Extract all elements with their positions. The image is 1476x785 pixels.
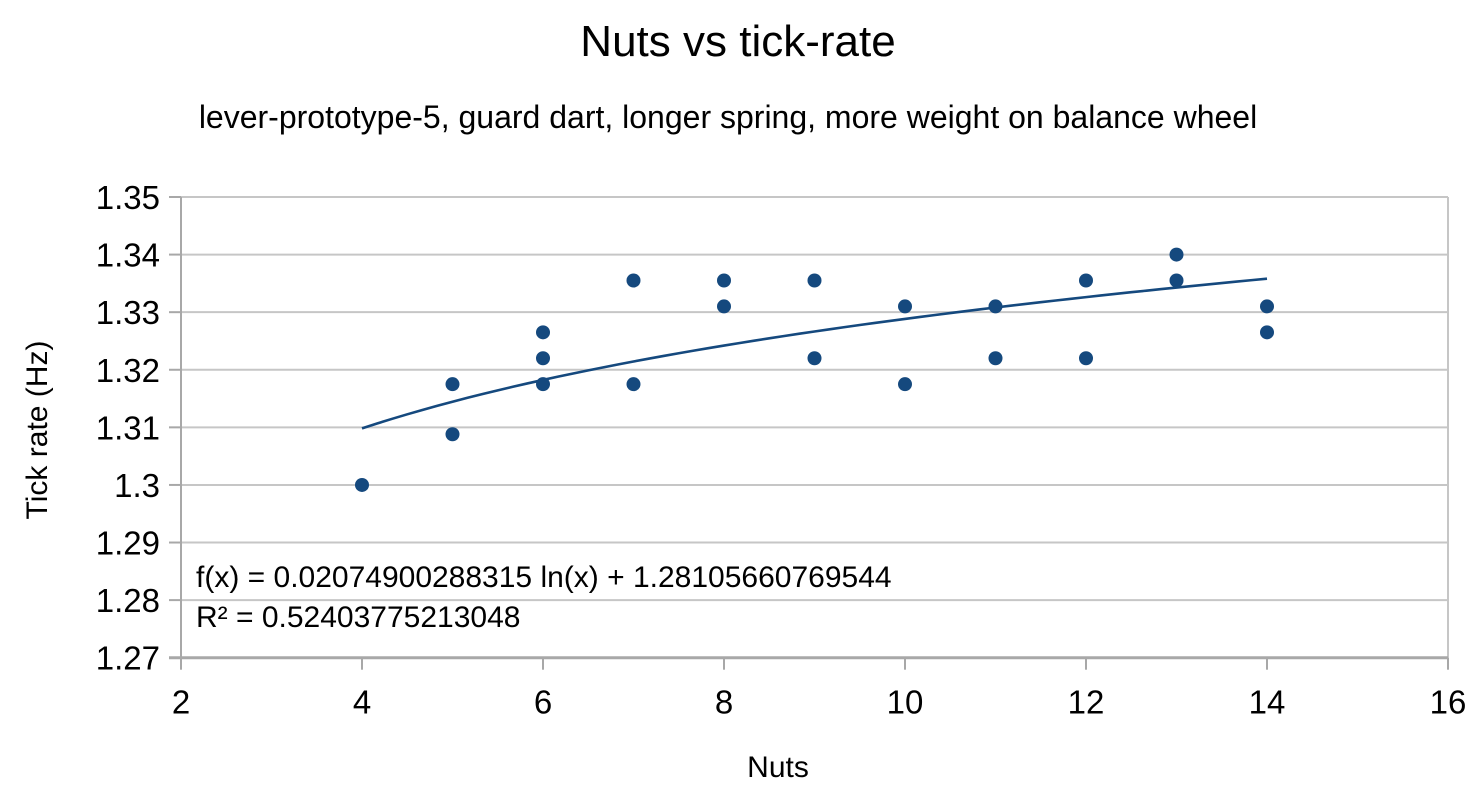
data-point xyxy=(1260,299,1274,314)
r-squared-label: R² = 0.52403775213048 xyxy=(196,601,521,634)
y-tick-label: 1.31 xyxy=(96,409,160,446)
trendline-curve xyxy=(361,277,1268,430)
x-tick-label: 16 xyxy=(1430,684,1467,721)
data-point xyxy=(536,351,550,366)
data-point xyxy=(1079,273,1093,288)
x-tick-label: 8 xyxy=(715,684,733,721)
chart-title: Nuts vs tick-rate xyxy=(580,17,896,66)
chart-subtitle: lever-prototype-5, guard dart, longer sp… xyxy=(198,99,1258,135)
x-tick-label: 10 xyxy=(887,684,924,721)
data-point xyxy=(988,351,1003,366)
y-tick-label: 1.29 xyxy=(96,525,160,562)
data-point xyxy=(1169,273,1184,288)
data-point xyxy=(1079,351,1093,366)
y-tick-label: 1.33 xyxy=(96,294,160,331)
data-point xyxy=(626,377,641,392)
data-point xyxy=(536,377,550,392)
y-tick-label: 1.32 xyxy=(96,352,160,389)
data-point xyxy=(626,273,641,288)
y-tick-label: 1.27 xyxy=(96,640,160,677)
x-tick-label: 4 xyxy=(353,684,371,721)
data-point xyxy=(717,273,731,288)
x-tick-label: 6 xyxy=(534,684,552,721)
x-tick-label: 14 xyxy=(1249,684,1286,721)
x-axis-title: Nuts xyxy=(747,751,809,784)
data-point xyxy=(536,325,550,340)
data-point xyxy=(807,351,822,366)
x-tick-label: 2 xyxy=(172,684,190,721)
data-point xyxy=(898,299,912,314)
y-tick-label: 1.28 xyxy=(96,582,160,619)
data-point xyxy=(445,377,460,392)
x-tick-label: 12 xyxy=(1068,684,1105,721)
y-tick-label: 1.3 xyxy=(114,467,160,504)
data-point xyxy=(1169,247,1184,262)
data-point xyxy=(807,273,822,288)
trendline-equation-block: f(x) = 0.02074900288315 ln(x) + 1.281056… xyxy=(196,558,892,638)
data-point xyxy=(898,377,912,392)
data-point xyxy=(717,299,731,314)
data-point xyxy=(445,427,460,442)
data-point xyxy=(355,477,369,492)
y-tick-label: 1.35 xyxy=(96,179,160,216)
data-point xyxy=(988,299,1003,314)
data-point xyxy=(1260,325,1274,340)
trendline-equation: f(x) = 0.02074900288315 ln(x) + 1.281056… xyxy=(196,561,892,594)
y-tick-label: 1.34 xyxy=(96,237,160,274)
